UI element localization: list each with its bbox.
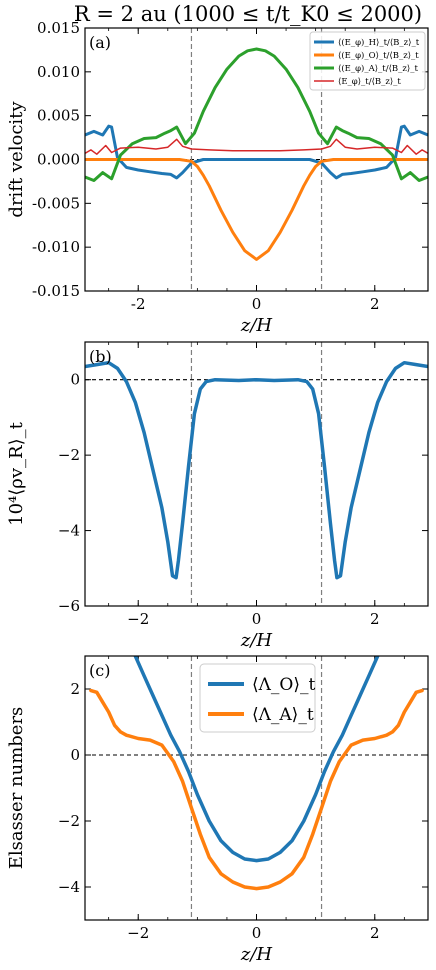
y-tick-label: −4 (58, 878, 80, 896)
legend-label: ⟨E_φ⟩_t/⟨B_z⟩_t (338, 77, 401, 87)
plot-frame (84, 27, 429, 292)
series-line-1-0 (85, 360, 428, 580)
series-line-0-0 (85, 124, 428, 180)
figure-title: R = 2 au (1000 ≤ t/t_K0 ≤ 2000) (74, 2, 422, 26)
x-tick-label: −2 (127, 924, 149, 942)
y-tick-label: 0 (70, 371, 80, 389)
y-tick-label: −2 (58, 812, 80, 830)
plot-frame (84, 341, 429, 607)
legend-label: ⟨Λ_O⟩_t (252, 675, 315, 695)
x-tick-label: 0 (252, 610, 262, 628)
legend-label: ⟨(E_φ)_H⟩_t/⟨B_z⟩_t (338, 37, 420, 48)
y-tick-label: 0.010 (37, 63, 80, 81)
panel-label: (c) (89, 661, 110, 680)
series-line-0-2 (85, 47, 428, 182)
y-tick-label: −6 (58, 597, 80, 615)
y-axis-label: 10⁴⟨ρv_R⟩_t (6, 421, 27, 525)
series-line-2-1 (89, 688, 424, 891)
x-tick-label: 2 (370, 610, 380, 628)
y-tick-label: -0.005 (32, 194, 80, 212)
y-tick-label: 0.000 (37, 151, 80, 169)
y-tick-label: 0.015 (37, 19, 80, 37)
x-tick-label: 0 (252, 295, 262, 313)
panel-label: (a) (89, 33, 111, 52)
y-tick-label: 0 (70, 746, 80, 764)
x-tick-label: 2 (370, 924, 380, 942)
y-tick-label: −4 (58, 522, 80, 540)
series-line-2-0 (133, 656, 380, 863)
x-tick-label: 2 (370, 295, 380, 313)
panel-label: (b) (89, 347, 112, 366)
y-tick-label: -0.010 (32, 238, 80, 256)
y-axis-label: drift velocity (6, 101, 27, 218)
series-line-0-3 (85, 138, 428, 155)
x-tick-label: −2 (127, 610, 149, 628)
y-tick-label: −2 (58, 446, 80, 464)
x-axis-label: z/H (240, 944, 273, 965)
legend-box-a (309, 31, 426, 91)
x-tick-label: 0 (252, 924, 262, 942)
series-line-0-1 (85, 158, 428, 261)
y-axis-label: Elsasser numbers (6, 707, 27, 870)
x-axis-label: z/H (240, 315, 273, 336)
legend-label: ⟨(E_φ)_A⟩_t/⟨B_z⟩_t (338, 63, 418, 74)
legend-label: ⟨(E_φ)_O⟩_t/⟨B_z⟩_t (338, 50, 419, 61)
y-tick-label: 0.005 (37, 107, 80, 125)
x-tick-label: -2 (131, 295, 146, 313)
legend-label: ⟨Λ_A⟩_t (252, 705, 314, 725)
y-tick-label: 2 (70, 680, 80, 698)
y-tick-label: -0.015 (32, 282, 80, 300)
plot-frame (84, 655, 429, 921)
x-axis-label: z/H (240, 630, 273, 651)
